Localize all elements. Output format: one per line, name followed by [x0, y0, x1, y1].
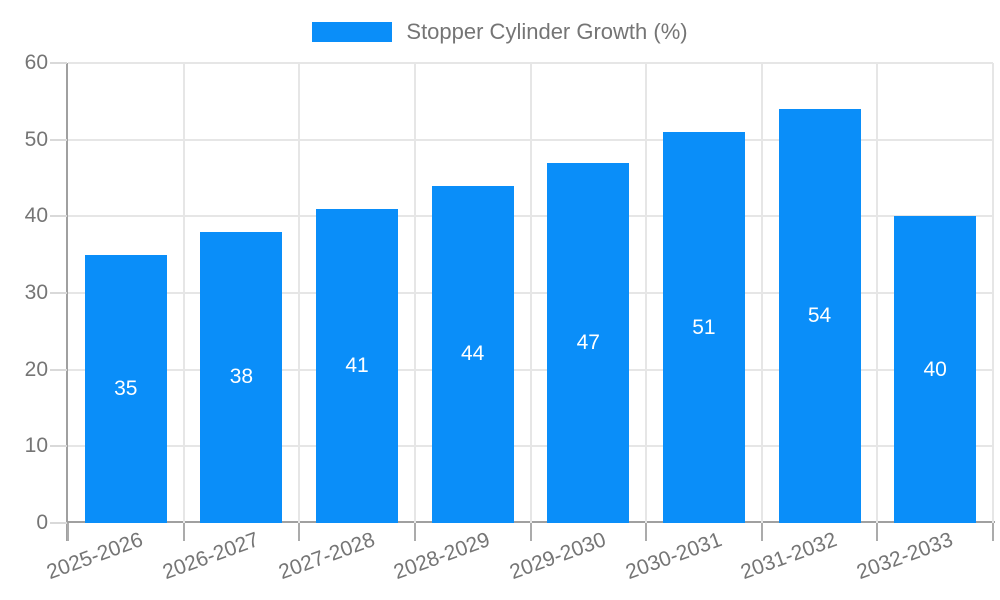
legend: Stopper Cylinder Growth (%) — [0, 20, 1000, 44]
v-gridline — [182, 63, 185, 523]
bar-value-label: 38 — [229, 365, 254, 389]
y-tick — [50, 138, 67, 141]
bar: 40 — [894, 216, 977, 523]
y-tick — [50, 62, 67, 64]
x-tick — [992, 523, 994, 541]
y-tick — [50, 445, 67, 448]
x-tick — [645, 523, 648, 541]
x-tick — [413, 523, 416, 541]
x-tick-label: 2030-2031 — [622, 528, 725, 585]
y-tick — [50, 368, 67, 371]
bar-value-label: 41 — [345, 353, 369, 377]
bar: 47 — [547, 162, 630, 523]
x-tick-label: 2029-2030 — [506, 528, 609, 585]
x-tick-label: 2031-2032 — [737, 528, 841, 585]
v-gridline — [645, 63, 648, 523]
v-gridline — [413, 63, 416, 523]
y-tick-label: 50 — [24, 127, 48, 151]
y-tick-label: 0 — [36, 511, 48, 534]
x-tick-label: 2026-2027 — [159, 528, 262, 585]
y-tick-label: 60 — [24, 51, 48, 74]
v-gridline — [760, 63, 763, 523]
y-tick-label: 20 — [24, 357, 48, 381]
plot-area: 35 38 41 44 47 51 54 40 — [68, 62, 994, 523]
x-tick — [760, 523, 763, 541]
bar-value-label: 51 — [692, 315, 716, 339]
bar: 41 — [316, 208, 399, 523]
y-tick-label: 30 — [24, 281, 48, 304]
bar-value-label: 44 — [461, 342, 485, 366]
bar-value-label: 40 — [923, 357, 947, 381]
y-tick-label: 10 — [24, 434, 48, 458]
x-tick — [876, 523, 879, 541]
x-tick-label: 2025-2026 — [44, 528, 147, 585]
y-tick-label: 40 — [24, 204, 48, 228]
y-tick — [50, 522, 67, 524]
y-tick — [50, 292, 67, 294]
v-gridline — [992, 63, 994, 523]
y-tick — [50, 215, 67, 218]
x-tick — [298, 523, 301, 541]
y-axis-line — [66, 63, 68, 541]
v-gridline — [876, 63, 879, 523]
v-gridline — [529, 63, 532, 523]
x-tick-label: 2028-2029 — [390, 528, 494, 585]
bar-value-label: 35 — [114, 376, 138, 400]
legend-swatch — [312, 22, 393, 42]
bar-value-label: 54 — [807, 304, 832, 327]
x-tick-label: 2032-2033 — [853, 528, 956, 585]
bar: 35 — [84, 254, 167, 523]
bar: 51 — [662, 132, 745, 523]
x-tick — [67, 523, 69, 541]
bar: 38 — [200, 231, 283, 523]
bar-value-label: 47 — [576, 330, 600, 354]
legend-label: Stopper Cylinder Growth (%) — [406, 19, 688, 44]
bar: 54 — [778, 109, 861, 523]
x-tick — [182, 523, 185, 541]
bar: 44 — [431, 185, 514, 523]
x-tick — [529, 523, 532, 541]
v-gridline — [298, 63, 301, 523]
x-tick-label: 2027-2028 — [275, 528, 378, 585]
